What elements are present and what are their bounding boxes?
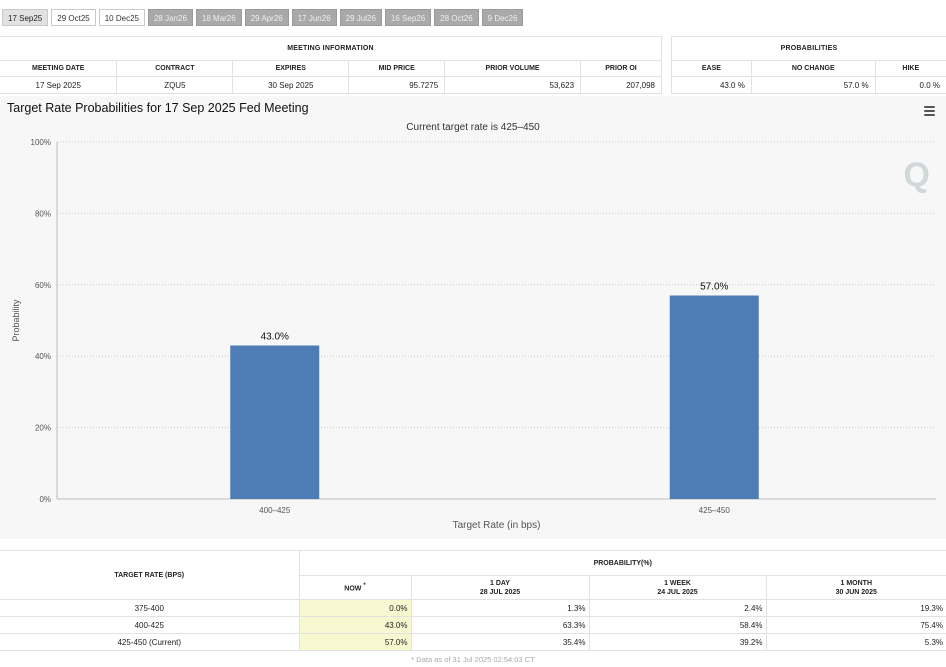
col-now: NOW * [298, 575, 412, 600]
bar [230, 345, 320, 499]
chart-title: Target Rate Probabilities for 17 Sep 202… [7, 101, 309, 115]
now-value: 0.0% [298, 599, 412, 617]
col-1-day: 1 DAY 28 JUL 2025 [410, 575, 590, 600]
col-expires: EXPIRES [232, 60, 350, 77]
y-tick-label: 20% [35, 424, 51, 433]
x-tick-label: 425–450 [699, 506, 731, 515]
prior-volume-value: 53,623 [444, 76, 582, 94]
col-1-week-label: 1 WEEK [664, 579, 691, 587]
watermark-logo: Q [903, 156, 930, 194]
tab-29-oct25[interactable]: 29 Oct25 [51, 9, 96, 26]
col-1-month: 1 MONTH 30 JUN 2025 [765, 575, 946, 600]
one-day-value: 63.3% [410, 616, 590, 634]
probability-table: TARGET RATE (BPS) PROBABILITY(%) NOW * 1… [0, 550, 946, 651]
data-timestamp-footnote: * Data as of 31 Jul 2025 02:54:03 CT [411, 655, 535, 664]
probability-header: PROBABILITY(%) [298, 550, 946, 576]
y-axis-title: Probability [11, 299, 21, 342]
col-prior-oi: PRIOR OI [580, 60, 662, 77]
target-rate-header: TARGET RATE (BPS) [0, 550, 300, 600]
bar-chart: Current target rate is 425–450 0% 20% 40% 60… [11, 122, 936, 531]
col-prior-volume: PRIOR VOLUME [444, 60, 582, 77]
tab-9-dec26[interactable]: 9 Dec26 [481, 9, 524, 26]
y-tick-label: 40% [35, 352, 51, 361]
col-1-day-date: 28 JUL 2025 [479, 588, 521, 596]
meeting-info-table: MEETING INFORMATION MEETING DATE CONTRAC… [0, 36, 662, 94]
hamburger-menu-icon[interactable] [924, 106, 935, 116]
one-month-value: 19.3% [765, 599, 946, 617]
meeting-date-value: 17 Sep 2025 [0, 76, 118, 94]
footnote-mark: * [363, 582, 366, 589]
y-tick-label: 0% [39, 495, 51, 504]
probabilities-title: PROBABILITIES [671, 36, 946, 61]
col-meeting-date: MEETING DATE [0, 60, 118, 77]
one-week-value: 2.4% [588, 599, 767, 617]
chart-panel: Current target rate is 425–450 0% 20% 40% 60… [0, 96, 946, 539]
col-no-change: NO CHANGE [750, 60, 876, 77]
prior-oi-value: 207,098 [580, 76, 662, 94]
no-change-value: 57.0 % [750, 76, 876, 94]
table-row: 425-450 (Current) 57.0% 35.4% 39.2% 5.3% [0, 633, 946, 651]
now-value: 43.0% [298, 616, 412, 634]
tab-29-jul26[interactable]: 29 Jul26 [339, 9, 382, 26]
col-1-week-date: 24 JUL 2025 [657, 588, 698, 596]
col-mid-price: MID PRICE [348, 60, 446, 77]
tab-17-sep25[interactable]: 17 Sep25 [2, 9, 49, 26]
rate-label: 375-400 [0, 599, 300, 617]
now-value: 57.0% [298, 633, 412, 651]
probabilities-table: PROBABILITIES EASE NO CHANGE HIKE 43.0 %… [671, 36, 946, 94]
x-tick-label: 400–425 [259, 506, 291, 515]
tab-18-mar26[interactable]: 18 Mar26 [195, 9, 242, 26]
table-row: 375-400 0.0% 1.3% 2.4% 19.3% [0, 599, 946, 617]
tab-29-apr26[interactable]: 29 Apr26 [244, 9, 289, 26]
col-hike: HIKE [874, 60, 946, 77]
col-1-month-date: 30 JUN 2025 [835, 588, 877, 596]
col-1-day-label: 1 DAY [490, 579, 510, 587]
tab-28-jan26[interactable]: 28 Jan26 [147, 9, 193, 26]
col-1-week: 1 WEEK 24 JUL 2025 [588, 575, 767, 600]
expires-value: 30 Sep 2025 [232, 76, 350, 94]
bar-data-label: 43.0% [261, 331, 289, 342]
y-tick-label: 60% [35, 281, 51, 290]
tab-16-sep26[interactable]: 16 Sep26 [384, 9, 432, 26]
tab-10-dec25[interactable]: 10 Dec25 [98, 9, 145, 26]
col-now-label: NOW [344, 585, 362, 593]
one-week-value: 39.2% [588, 633, 767, 651]
col-ease: EASE [671, 60, 752, 77]
ease-value: 43.0 % [671, 76, 752, 94]
col-1-month-label: 1 MONTH [840, 579, 873, 587]
y-tick-label: 80% [35, 209, 51, 218]
meeting-tabs: 17 Sep25 29 Oct25 10 Dec25 28 Jan26 18 M… [2, 9, 524, 26]
hike-value: 0.0 % [874, 76, 946, 94]
rate-label: 425-450 (Current) [0, 633, 300, 651]
mid-price-value: 95.7275 [348, 76, 446, 94]
tab-28-oct26[interactable]: 28 Oct26 [434, 9, 479, 26]
bar-data-label: 57.0% [700, 282, 728, 293]
tab-17-jun26[interactable]: 17 Jun26 [291, 9, 337, 26]
one-week-value: 58.4% [588, 616, 767, 634]
table-row: 400-425 43.0% 63.3% 58.4% 75.4% [0, 616, 946, 634]
meeting-info-title: MEETING INFORMATION [0, 36, 662, 61]
one-day-value: 1.3% [410, 599, 590, 617]
col-contract: CONTRACT [116, 60, 234, 77]
one-month-value: 5.3% [765, 633, 946, 651]
rate-label: 400-425 [0, 616, 300, 634]
x-axis-title: Target Rate (in bps) [453, 520, 541, 531]
one-day-value: 35.4% [410, 633, 590, 651]
one-month-value: 75.4% [765, 616, 946, 634]
y-tick-label: 100% [31, 138, 51, 147]
chart-subtitle: Current target rate is 425–450 [406, 122, 540, 133]
bar [669, 295, 759, 499]
contract-value: ZQU5 [116, 76, 234, 94]
